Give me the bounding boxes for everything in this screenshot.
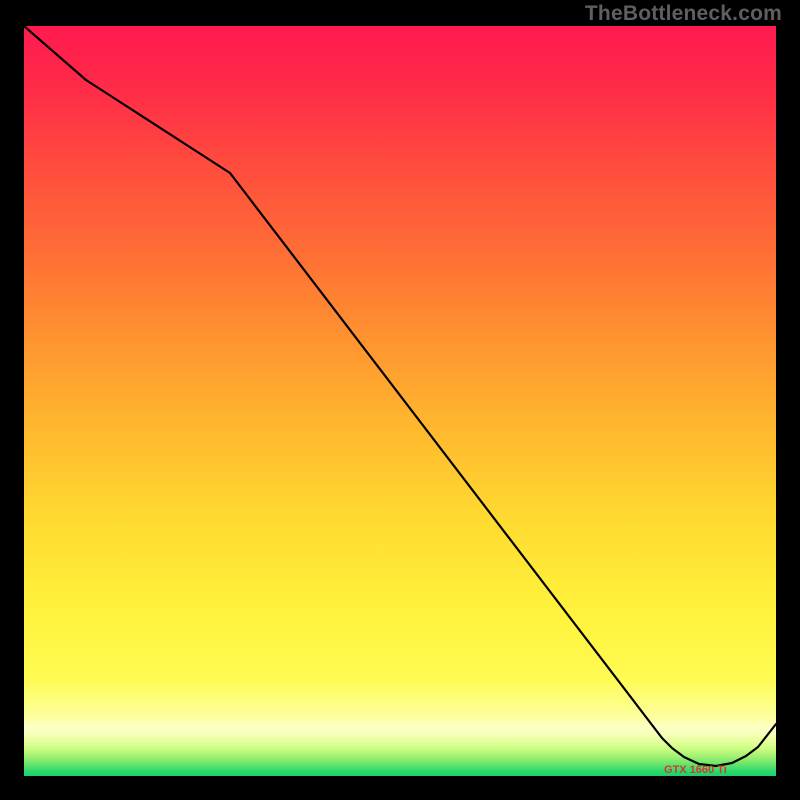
watermark-text: TheBottleneck.com [585, 2, 782, 26]
chart-frame: TheBottleneck.com GTX 1660 Ti [0, 0, 800, 800]
bottleneck-curve [24, 26, 776, 776]
plot-area: GTX 1660 Ti [24, 26, 776, 776]
optimal-gpu-label: GTX 1660 Ti [664, 764, 727, 776]
curve-polyline [24, 26, 776, 766]
